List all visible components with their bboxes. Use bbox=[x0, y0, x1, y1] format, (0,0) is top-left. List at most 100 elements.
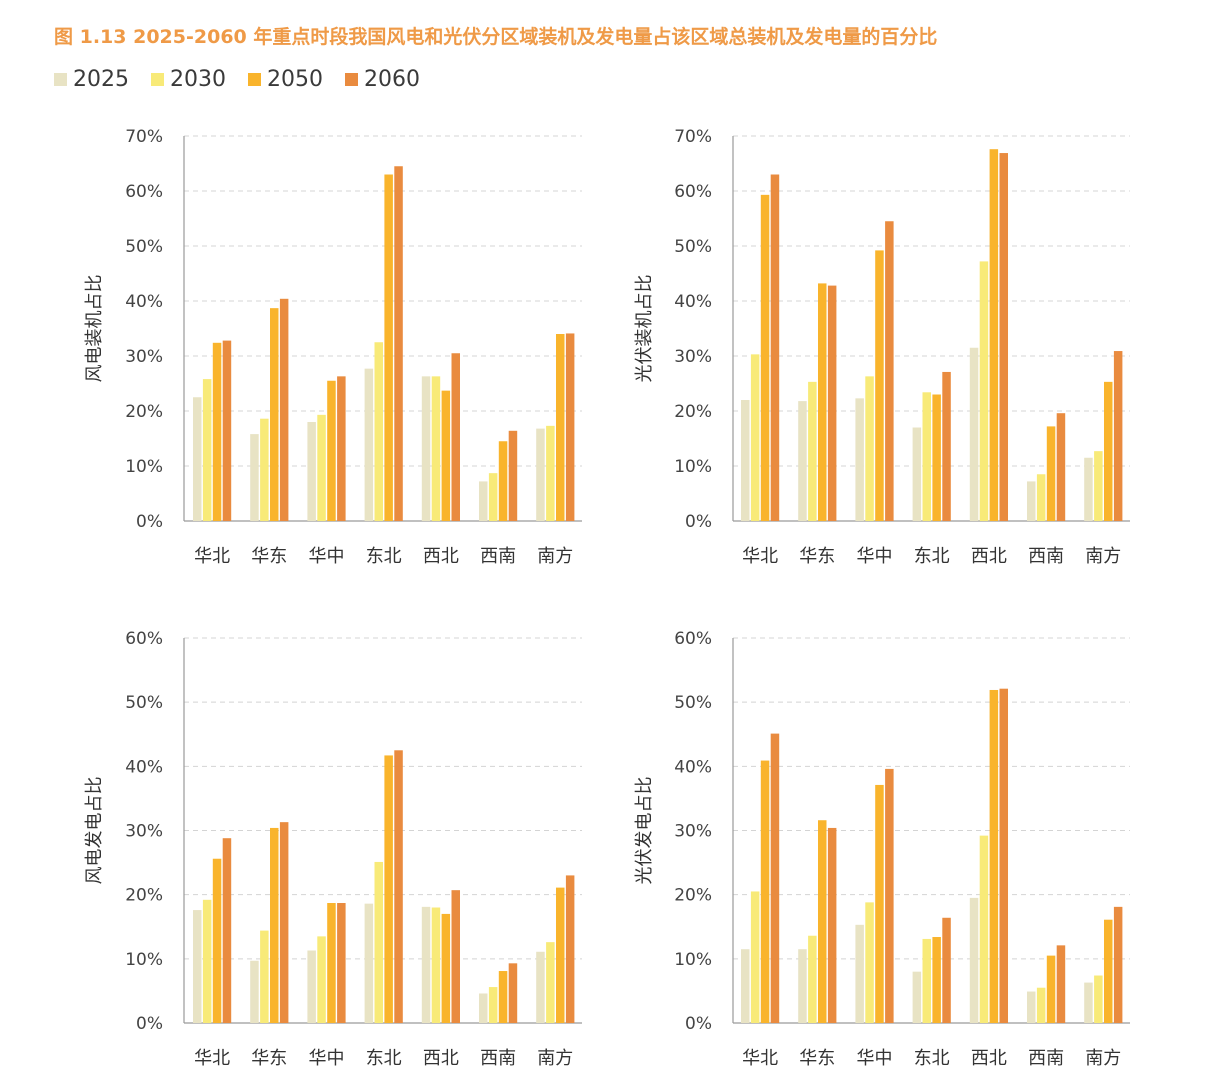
x-category-label: 华东 bbox=[799, 1048, 835, 1069]
legend-item-2050: 2050 bbox=[248, 67, 323, 92]
bar-2050 bbox=[760, 194, 770, 521]
bar-2030 bbox=[488, 473, 498, 521]
bar-2025 bbox=[250, 960, 259, 1023]
y-tick-label: 30% bbox=[125, 347, 163, 367]
y-tick-label: 20% bbox=[125, 402, 163, 422]
x-category-label: 华北 bbox=[742, 1048, 778, 1069]
bar-2060 bbox=[508, 430, 518, 521]
bar-2030 bbox=[1036, 987, 1046, 1023]
bar-2030 bbox=[865, 376, 874, 521]
bar-2025 bbox=[479, 993, 488, 1023]
bar-2060 bbox=[394, 750, 403, 1023]
y-axis-title: 风电发电占比 bbox=[84, 777, 105, 885]
bar-2025 bbox=[250, 434, 259, 521]
bar-2030 bbox=[546, 942, 555, 1023]
x-category-label: 华北 bbox=[194, 546, 230, 567]
y-axis-title: 风电装机占比 bbox=[84, 275, 105, 383]
legend-item-2030: 2030 bbox=[151, 67, 226, 92]
bar-2025 bbox=[1027, 991, 1036, 1023]
bar-2050 bbox=[760, 760, 770, 1023]
bar-2060 bbox=[565, 875, 575, 1023]
x-category-label: 西北 bbox=[971, 546, 1007, 567]
y-tick-label: 10% bbox=[125, 950, 163, 970]
bar-2030 bbox=[431, 907, 441, 1023]
y-tick-label: 40% bbox=[674, 757, 712, 777]
y-tick-label: 0% bbox=[685, 1014, 712, 1034]
x-category-label: 南方 bbox=[1085, 1048, 1121, 1069]
bar-2030 bbox=[1036, 474, 1046, 521]
bar-2025 bbox=[1084, 982, 1093, 1023]
legend-swatch-2025 bbox=[54, 72, 67, 86]
bar-2050 bbox=[932, 394, 941, 521]
bar-2030 bbox=[260, 930, 269, 1023]
y-tick-label: 10% bbox=[674, 457, 712, 477]
bar-2030 bbox=[1094, 975, 1103, 1023]
y-tick-label: 50% bbox=[674, 237, 712, 257]
bar-2050 bbox=[989, 149, 999, 521]
bar-2060 bbox=[337, 376, 346, 521]
legend-swatch-2050 bbox=[248, 72, 261, 86]
bar-2050 bbox=[1046, 955, 1056, 1023]
bar-2050 bbox=[1046, 426, 1056, 521]
bar-2050 bbox=[498, 971, 508, 1023]
y-tick-label: 0% bbox=[136, 512, 163, 532]
bar-2050 bbox=[556, 334, 565, 521]
bar-2030 bbox=[260, 418, 269, 521]
x-category-label: 西南 bbox=[480, 546, 516, 567]
y-tick-label: 40% bbox=[674, 292, 712, 312]
legend-label-2030: 2030 bbox=[170, 66, 226, 92]
x-category-label: 华中 bbox=[309, 1048, 345, 1069]
y-tick-label: 50% bbox=[125, 237, 163, 257]
y-axis-title: 光伏装机占比 bbox=[634, 275, 655, 383]
legend: 2025 2030 2050 2060 bbox=[54, 64, 442, 94]
bar-2030 bbox=[979, 261, 989, 521]
x-category-label: 华北 bbox=[742, 546, 778, 567]
bar-2050 bbox=[441, 913, 451, 1023]
bar-2060 bbox=[1056, 413, 1066, 521]
x-category-label: 西北 bbox=[423, 1048, 459, 1069]
bar-2060 bbox=[279, 298, 289, 521]
legend-label-2025: 2025 bbox=[73, 66, 129, 92]
bar-2060 bbox=[885, 221, 894, 521]
bar-2050 bbox=[384, 174, 393, 521]
bar-2050 bbox=[212, 858, 222, 1023]
x-category-label: 华中 bbox=[857, 546, 893, 567]
bar-2050 bbox=[875, 250, 884, 521]
y-tick-label: 70% bbox=[125, 127, 163, 147]
bar-2050 bbox=[818, 820, 827, 1023]
bar-2030 bbox=[317, 936, 326, 1023]
legend-item-2060: 2060 bbox=[345, 67, 420, 92]
y-tick-label: 20% bbox=[674, 886, 712, 906]
y-tick-label: 30% bbox=[674, 822, 712, 842]
bar-2060 bbox=[999, 153, 1008, 522]
bar-2050 bbox=[932, 937, 941, 1023]
x-category-label: 华东 bbox=[251, 1048, 287, 1069]
bar-2060 bbox=[999, 688, 1008, 1023]
bar-2050 bbox=[270, 827, 279, 1023]
bar-2060 bbox=[1056, 945, 1066, 1023]
bar-2025 bbox=[307, 422, 316, 521]
x-category-label: 南方 bbox=[537, 546, 573, 567]
bar-2025 bbox=[741, 400, 750, 521]
bar-2060 bbox=[942, 371, 951, 521]
bar-2025 bbox=[969, 347, 979, 521]
bar-2030 bbox=[979, 835, 989, 1023]
y-tick-label: 30% bbox=[674, 347, 712, 367]
x-category-label: 东北 bbox=[366, 1048, 402, 1069]
bar-2050 bbox=[441, 390, 451, 521]
bar-2050 bbox=[989, 689, 999, 1023]
y-tick-label: 50% bbox=[125, 693, 163, 713]
x-category-label: 东北 bbox=[914, 546, 950, 567]
bar-2030 bbox=[808, 381, 817, 521]
bar-2030 bbox=[546, 425, 555, 521]
bar-2060 bbox=[279, 822, 289, 1023]
bar-2030 bbox=[922, 392, 931, 521]
bar-2025 bbox=[536, 951, 545, 1023]
bar-2060 bbox=[451, 890, 460, 1023]
bar-2025 bbox=[479, 481, 488, 521]
y-tick-label: 40% bbox=[125, 757, 163, 777]
bar-2025 bbox=[193, 910, 202, 1023]
bar-2030 bbox=[865, 902, 874, 1023]
bar-2025 bbox=[741, 949, 750, 1023]
y-tick-label: 0% bbox=[685, 512, 712, 532]
